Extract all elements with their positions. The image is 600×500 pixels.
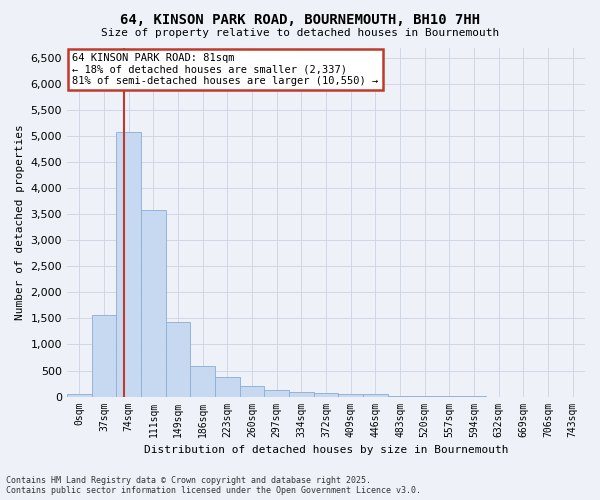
Bar xyxy=(190,366,215,396)
Bar xyxy=(314,394,338,396)
Bar xyxy=(116,132,141,396)
Bar xyxy=(166,322,190,396)
Bar xyxy=(67,394,92,396)
Bar xyxy=(215,377,239,396)
Bar xyxy=(141,210,166,396)
Bar xyxy=(239,386,265,396)
Text: Size of property relative to detached houses in Bournemouth: Size of property relative to detached ho… xyxy=(101,28,499,38)
Bar xyxy=(338,394,363,396)
Text: Contains HM Land Registry data © Crown copyright and database right 2025.
Contai: Contains HM Land Registry data © Crown c… xyxy=(6,476,421,495)
Y-axis label: Number of detached properties: Number of detached properties xyxy=(15,124,25,320)
Text: 64 KINSON PARK ROAD: 81sqm
← 18% of detached houses are smaller (2,337)
81% of s: 64 KINSON PARK ROAD: 81sqm ← 18% of deta… xyxy=(72,52,379,86)
Bar xyxy=(92,315,116,396)
Text: 64, KINSON PARK ROAD, BOURNEMOUTH, BH10 7HH: 64, KINSON PARK ROAD, BOURNEMOUTH, BH10 … xyxy=(120,12,480,26)
Bar xyxy=(289,392,314,396)
Bar xyxy=(265,390,289,396)
Bar xyxy=(363,394,388,396)
X-axis label: Distribution of detached houses by size in Bournemouth: Distribution of detached houses by size … xyxy=(144,445,508,455)
